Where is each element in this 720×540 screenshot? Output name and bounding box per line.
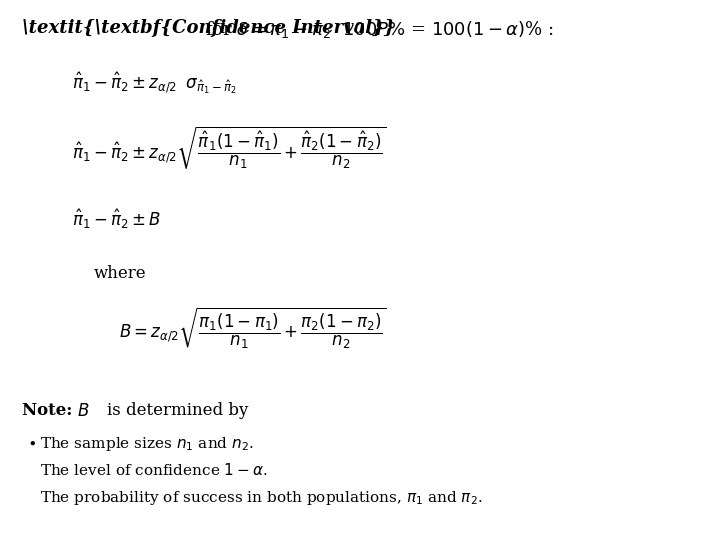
Text: $\hat{\pi}_1 - \hat{\pi}_2 \pm z_{\alpha/2}\sqrt{\dfrac{\hat{\pi}_1(1-\hat{\pi}_: $\hat{\pi}_1 - \hat{\pi}_2 \pm z_{\alpha… xyxy=(72,124,387,171)
Text: The sample sizes $n_1$ and $n_2$.: The sample sizes $n_1$ and $n_2$. xyxy=(40,435,253,453)
Text: $\bullet$: $\bullet$ xyxy=(27,435,36,450)
Text: $\hat{\pi}_1 - \hat{\pi}_2 \pm B$: $\hat{\pi}_1 - \hat{\pi}_2 \pm B$ xyxy=(72,208,161,232)
Text: $B = z_{\alpha/2}\sqrt{\dfrac{\pi_1(1-\pi_1)}{n_1} + \dfrac{\pi_2(1-\pi_2)}{n_2}: $B = z_{\alpha/2}\sqrt{\dfrac{\pi_1(1-\p… xyxy=(119,305,387,350)
Text: $\hat{\pi}_1 - \hat{\pi}_2 \pm z_{\alpha/2}$$\;\; \sigma_{\hat{\pi}_1-\hat{\pi}_: $\hat{\pi}_1 - \hat{\pi}_2 \pm z_{\alpha… xyxy=(72,70,237,96)
Text: for $\delta=\pi_1 - \pi_2$  $100P\%$ = $100(1-\alpha)$% :: for $\delta=\pi_1 - \pi_2$ $100P\%$ = $1… xyxy=(205,19,554,40)
Text: where: where xyxy=(94,265,146,281)
Text: is determined by: is determined by xyxy=(107,402,248,419)
Text: $B$: $B$ xyxy=(77,402,96,420)
Text: The probability of success in both populations, $\pi_1$ and $\pi_2$.: The probability of success in both popul… xyxy=(40,489,482,507)
Text: Note:: Note: xyxy=(22,402,78,419)
Text: The level of confidence $1 - \alpha$.: The level of confidence $1 - \alpha$. xyxy=(40,462,267,478)
Text: \textit{\textbf{Confidence Interval}}: \textit{\textbf{Confidence Interval}} xyxy=(22,19,395,37)
